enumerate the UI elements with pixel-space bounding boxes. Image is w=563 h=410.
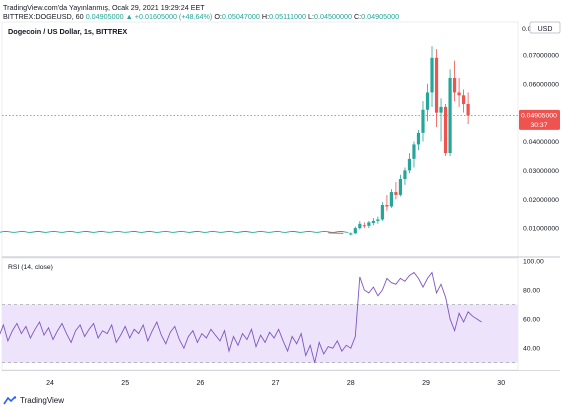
price-tick: 0.06000000 [523, 81, 559, 88]
time-tick: 26 [197, 380, 205, 387]
candle-body [416, 132, 421, 145]
price-tick: 0.01000000 [523, 226, 559, 233]
ohlc-group: O:0.05047000 H:0.05111000 L:0.04500000 C… [214, 12, 399, 21]
ohlc-key: L: [307, 12, 314, 21]
time-tick: 30 [497, 380, 505, 387]
candle-body [462, 95, 466, 104]
price-tick: 0.02000000 [523, 197, 559, 204]
rsi-title: RSI (14, close) [8, 264, 53, 271]
candle-body [353, 228, 357, 234]
candle-body [403, 170, 407, 180]
symbol-line: BITTREX:DOGEUSD, 60 0.04905000 ▲ +0.0160… [3, 12, 399, 21]
candle-body [376, 219, 380, 221]
price-tick: 0.03000000 [523, 168, 559, 175]
currency-label: USD [538, 26, 553, 33]
candle-body [430, 57, 434, 93]
last-price-label: 0.04905000 [521, 113, 557, 120]
ohlc-value: 0.05047000 [221, 12, 262, 21]
footer: TradingView [3, 396, 64, 405]
flat-price-line [0, 230, 349, 233]
candle-body [457, 92, 461, 96]
tradingview-logo-icon [3, 396, 17, 405]
main-pane-frame [1, 21, 519, 258]
footer-brand: TradingView [20, 396, 65, 405]
rsi-series [0, 271, 518, 364]
candle-body [367, 222, 371, 226]
symbol-label: BITTREX:DOGEUSD, 60 [3, 12, 84, 21]
price-tick-top: 0.0 [522, 26, 532, 33]
rsi-line [0, 271, 482, 363]
candle-body [349, 233, 353, 235]
rsi-tick: 60.00 [523, 317, 540, 324]
time-tick: 27 [272, 380, 280, 387]
time-tick: 25 [121, 380, 129, 387]
time-tick: 29 [422, 380, 430, 387]
rsi-tick: 80.00 [523, 288, 540, 295]
candle-body [380, 205, 384, 220]
candle-body [389, 192, 394, 207]
flat-price-down-tick [328, 232, 344, 234]
candle-body [443, 106, 448, 154]
ohlc-key: H: [261, 12, 270, 21]
candle-body [434, 57, 439, 113]
candle-body [421, 109, 425, 133]
rsi-tick: 40.00 [523, 346, 540, 353]
price-tick: 0.04000000 [523, 139, 559, 146]
countdown-label: 30:37 [530, 122, 547, 129]
ohlc-key: O: [214, 12, 222, 21]
candle-body [452, 78, 457, 93]
time-tick: 28 [347, 380, 355, 387]
candlestick-series [0, 46, 470, 236]
ohlc-value: 0.05111000 [269, 12, 308, 21]
ohlc-key: C: [353, 12, 362, 21]
candle-body [385, 205, 389, 207]
candle-body [398, 179, 403, 195]
candle-body [358, 223, 362, 229]
candle-body [439, 106, 443, 113]
published-line: TradingView.com'da Yayınlanmış, Ocak 29,… [3, 3, 205, 12]
candle-body [394, 192, 398, 195]
ohlc-value: 0.04905000 [361, 12, 400, 21]
candle-body [425, 92, 430, 110]
candle-body [371, 220, 375, 223]
rsi-tick: 100.00 [523, 258, 544, 265]
candle-body [466, 103, 470, 116]
chart-title: Dogecoin / US Dollar, 1s, BITTREX [8, 27, 127, 36]
currency-badge [529, 21, 561, 34]
candle-body [407, 158, 412, 171]
price-change: 0.04905000 ▲ +0.01605000 (+48.64%) [85, 12, 213, 21]
candle-body [362, 225, 366, 227]
rsi-band [2, 304, 518, 363]
last-price-badge [519, 109, 560, 130]
price-tick: 0.07000000 [523, 52, 559, 59]
time-tick: 24 [46, 380, 54, 387]
candle-body [412, 144, 416, 159]
ohlc-value: 0.04500000 [313, 12, 354, 21]
